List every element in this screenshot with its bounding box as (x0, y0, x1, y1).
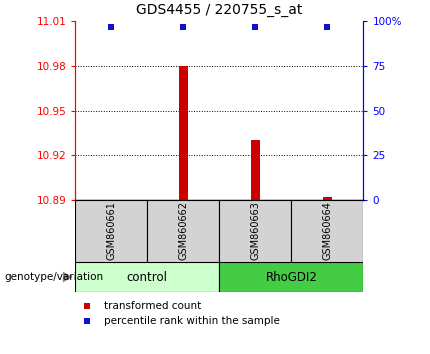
Text: percentile rank within the sample: percentile rank within the sample (104, 316, 280, 326)
Bar (179, 66, 187, 200)
Bar (219, 262, 363, 292)
Text: genotype/variation: genotype/variation (4, 272, 104, 282)
Bar (251, 141, 260, 200)
Title: GDS4455 / 220755_s_at: GDS4455 / 220755_s_at (136, 4, 302, 17)
Text: transformed count: transformed count (104, 301, 201, 310)
Bar (75, 200, 147, 262)
Text: RhoGDI2: RhoGDI2 (265, 270, 317, 284)
Bar (291, 200, 363, 262)
Bar (147, 200, 219, 262)
Bar (75, 262, 219, 292)
Bar (323, 197, 332, 200)
Text: GSM860663: GSM860663 (250, 201, 260, 261)
Polygon shape (63, 272, 73, 282)
Text: control: control (127, 270, 168, 284)
Text: GSM860661: GSM860661 (106, 201, 116, 261)
Text: GSM860662: GSM860662 (178, 201, 188, 261)
Bar (219, 200, 292, 262)
Text: GSM860664: GSM860664 (322, 201, 332, 261)
